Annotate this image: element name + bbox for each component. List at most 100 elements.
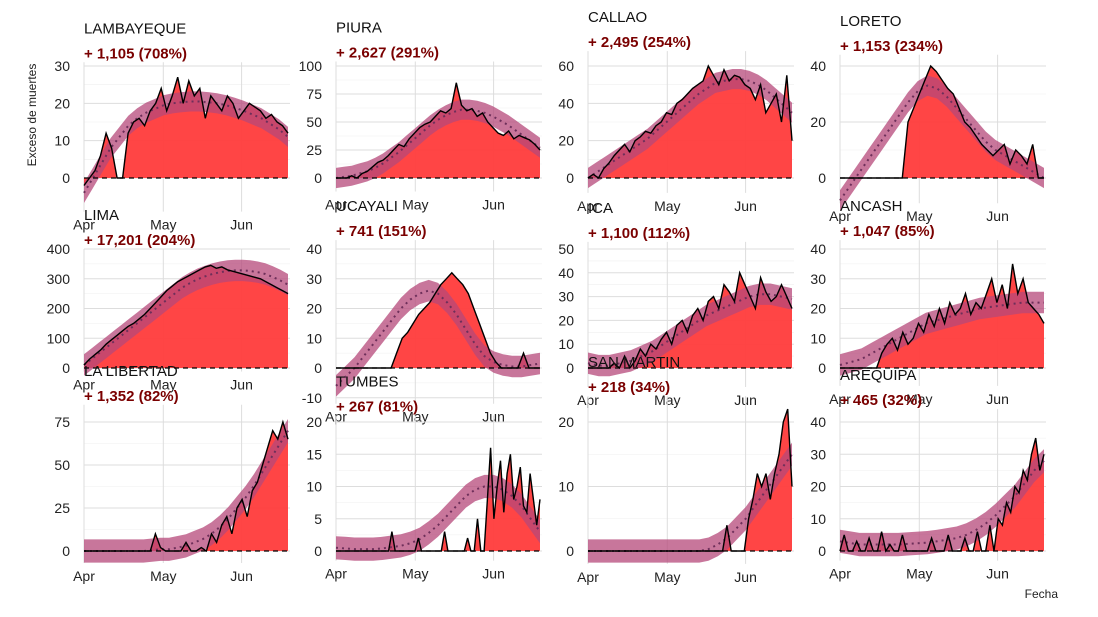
- x-tick-label: Apr: [829, 208, 851, 224]
- panel-title: LA LIBERTAD: [84, 363, 178, 380]
- smooth-trend-line: [587, 78, 793, 179]
- x-tick-label: May: [906, 566, 932, 582]
- smooth-trend-line: [839, 301, 1044, 366]
- y-tick-label: 20: [810, 114, 826, 130]
- panel-subtitle: + 465 (32%): [840, 392, 922, 409]
- y-tick-label: 0: [566, 170, 574, 186]
- y-tick-label: 40: [306, 241, 322, 257]
- panel-subtitle: + 218 (34%): [588, 379, 670, 396]
- x-tick-label: Jun: [986, 208, 1009, 224]
- y-tick-label: 10: [306, 330, 322, 346]
- y-tick-label: 75: [54, 414, 70, 430]
- y-tick-label: 10: [54, 133, 70, 149]
- excess-line: [840, 263, 1045, 369]
- x-tick-label: May: [654, 198, 680, 214]
- panel-title: LORETO: [840, 13, 901, 30]
- excess-area: [84, 265, 288, 368]
- y-tick-label: 400: [47, 241, 71, 257]
- panel-subtitle: + 741 (151%): [336, 223, 426, 240]
- y-tick-label: 10: [558, 336, 574, 352]
- excess-line: [588, 270, 793, 370]
- y-tick-label: 0: [62, 170, 70, 186]
- y-tick-label: 30: [54, 58, 70, 74]
- y-tick-label: 30: [306, 271, 322, 287]
- panel-subtitle: + 1,352 (82%): [84, 388, 179, 405]
- panel-ica: 0 10 20 30 40 50 Apr May Jun ICA + 1,100 (112%): [558, 200, 794, 408]
- x-tick-label: May: [150, 217, 176, 233]
- excess-area: [84, 77, 288, 186]
- excess-area: [840, 438, 1044, 551]
- y-tick-label: 0: [566, 543, 574, 559]
- y-tick-label: 0: [818, 360, 826, 376]
- x-tick-label: Apr: [73, 568, 95, 584]
- x-tick-label: Jun: [734, 569, 757, 585]
- panel-subtitle: + 1,047 (85%): [840, 223, 935, 240]
- y-tick-label: 40: [558, 265, 574, 281]
- x-tick-label: May: [150, 377, 176, 393]
- excess-line: [336, 82, 541, 179]
- y-tick-label: 20: [558, 133, 574, 149]
- panel-lambayeque: 0 10 20 30 Apr May Jun LAMBAYEQUE + 1,105 (708%): [54, 20, 290, 233]
- panel-subtitle: + 1,100 (112%): [588, 225, 690, 242]
- smooth-band: [336, 474, 540, 561]
- x-tick-label: May: [654, 569, 680, 585]
- x-tick-label: Apr: [577, 198, 599, 214]
- y-tick-label: 50: [306, 114, 322, 130]
- panel-title: ANCASH: [840, 198, 903, 215]
- panel-la-libertad: 0 25 50 75 Apr May Jun LA LIBERTAD + 1,352 (82%): [54, 363, 290, 584]
- x-axis-label: Fecha: [1025, 587, 1059, 601]
- y-tick-label: 5: [314, 511, 322, 527]
- panel-title: TUMBES: [336, 374, 399, 391]
- y-tick-label: 20: [54, 95, 70, 111]
- panel-title: SAN MARTIN: [588, 354, 680, 371]
- y-tick-label: 0: [314, 360, 322, 376]
- excess-area: [840, 66, 1044, 178]
- panel-subtitle: + 17,201 (204%): [84, 232, 195, 249]
- x-tick-label: Apr: [829, 566, 851, 582]
- x-tick-label: Jun: [230, 377, 253, 393]
- panel-title: CALLAO: [588, 9, 647, 26]
- smooth-band: [84, 91, 288, 203]
- smooth-band: [840, 75, 1044, 211]
- x-tick-label: May: [906, 391, 932, 407]
- panel-subtitle: + 1,105 (708%): [84, 45, 187, 62]
- y-tick-label: 50: [54, 457, 70, 473]
- excess-line: [587, 64, 793, 180]
- y-tick-label: 30: [810, 271, 826, 287]
- excess-area: [336, 272, 540, 368]
- excess-area: [336, 82, 540, 178]
- y-tick-label: 0: [566, 360, 574, 376]
- y-tick-label: 20: [558, 312, 574, 328]
- panel-subtitle: + 267 (81%): [336, 399, 418, 416]
- y-tick-label: 200: [47, 301, 71, 317]
- panel-piura: 0 25 50 75 100 Apr May Jun PIURA + 2,627 (291%): [299, 20, 542, 212]
- panel-subtitle: + 1,153 (234%): [840, 38, 943, 55]
- panel-san-martin: 0 10 20 Apr May Jun SAN MARTIN + 218 (34%): [558, 354, 794, 585]
- y-tick-label: 0: [818, 543, 826, 559]
- panel-title: AREQUIPA: [840, 367, 916, 384]
- smooth-trend-line: [83, 100, 289, 194]
- y-tick-label: 0: [314, 170, 322, 186]
- excess-line: [83, 264, 289, 366]
- x-tick-label: May: [906, 208, 932, 224]
- smooth-band: [588, 69, 792, 189]
- x-tick-label: Apr: [73, 217, 95, 233]
- y-tick-label: 20: [306, 301, 322, 317]
- y-tick-label: 40: [558, 95, 574, 111]
- y-axis-label: Exceso de muertes: [25, 64, 39, 167]
- panel-title: ICA: [588, 200, 613, 217]
- excess-line: [84, 419, 289, 553]
- x-tick-label: Jun: [482, 566, 505, 582]
- y-tick-label: -10: [302, 390, 322, 406]
- smooth-band: [840, 291, 1044, 376]
- panel-ucayali: -10 0 10 20 30 40 Apr May Jun UCAYALI + 741 (151%): [302, 198, 542, 425]
- panel-loreto: 0 20 40 Apr May Jun LORETO + 1,153 (234%): [810, 13, 1046, 224]
- x-tick-label: Apr: [829, 391, 851, 407]
- panel-tumbes: 0 5 10 15 20 Apr May Jun TUMBES + 267 (81%): [306, 374, 542, 582]
- y-tick-label: 30: [810, 446, 826, 462]
- excess-line: [336, 271, 540, 369]
- x-tick-label: Jun: [230, 568, 253, 584]
- excess-area: [588, 409, 792, 551]
